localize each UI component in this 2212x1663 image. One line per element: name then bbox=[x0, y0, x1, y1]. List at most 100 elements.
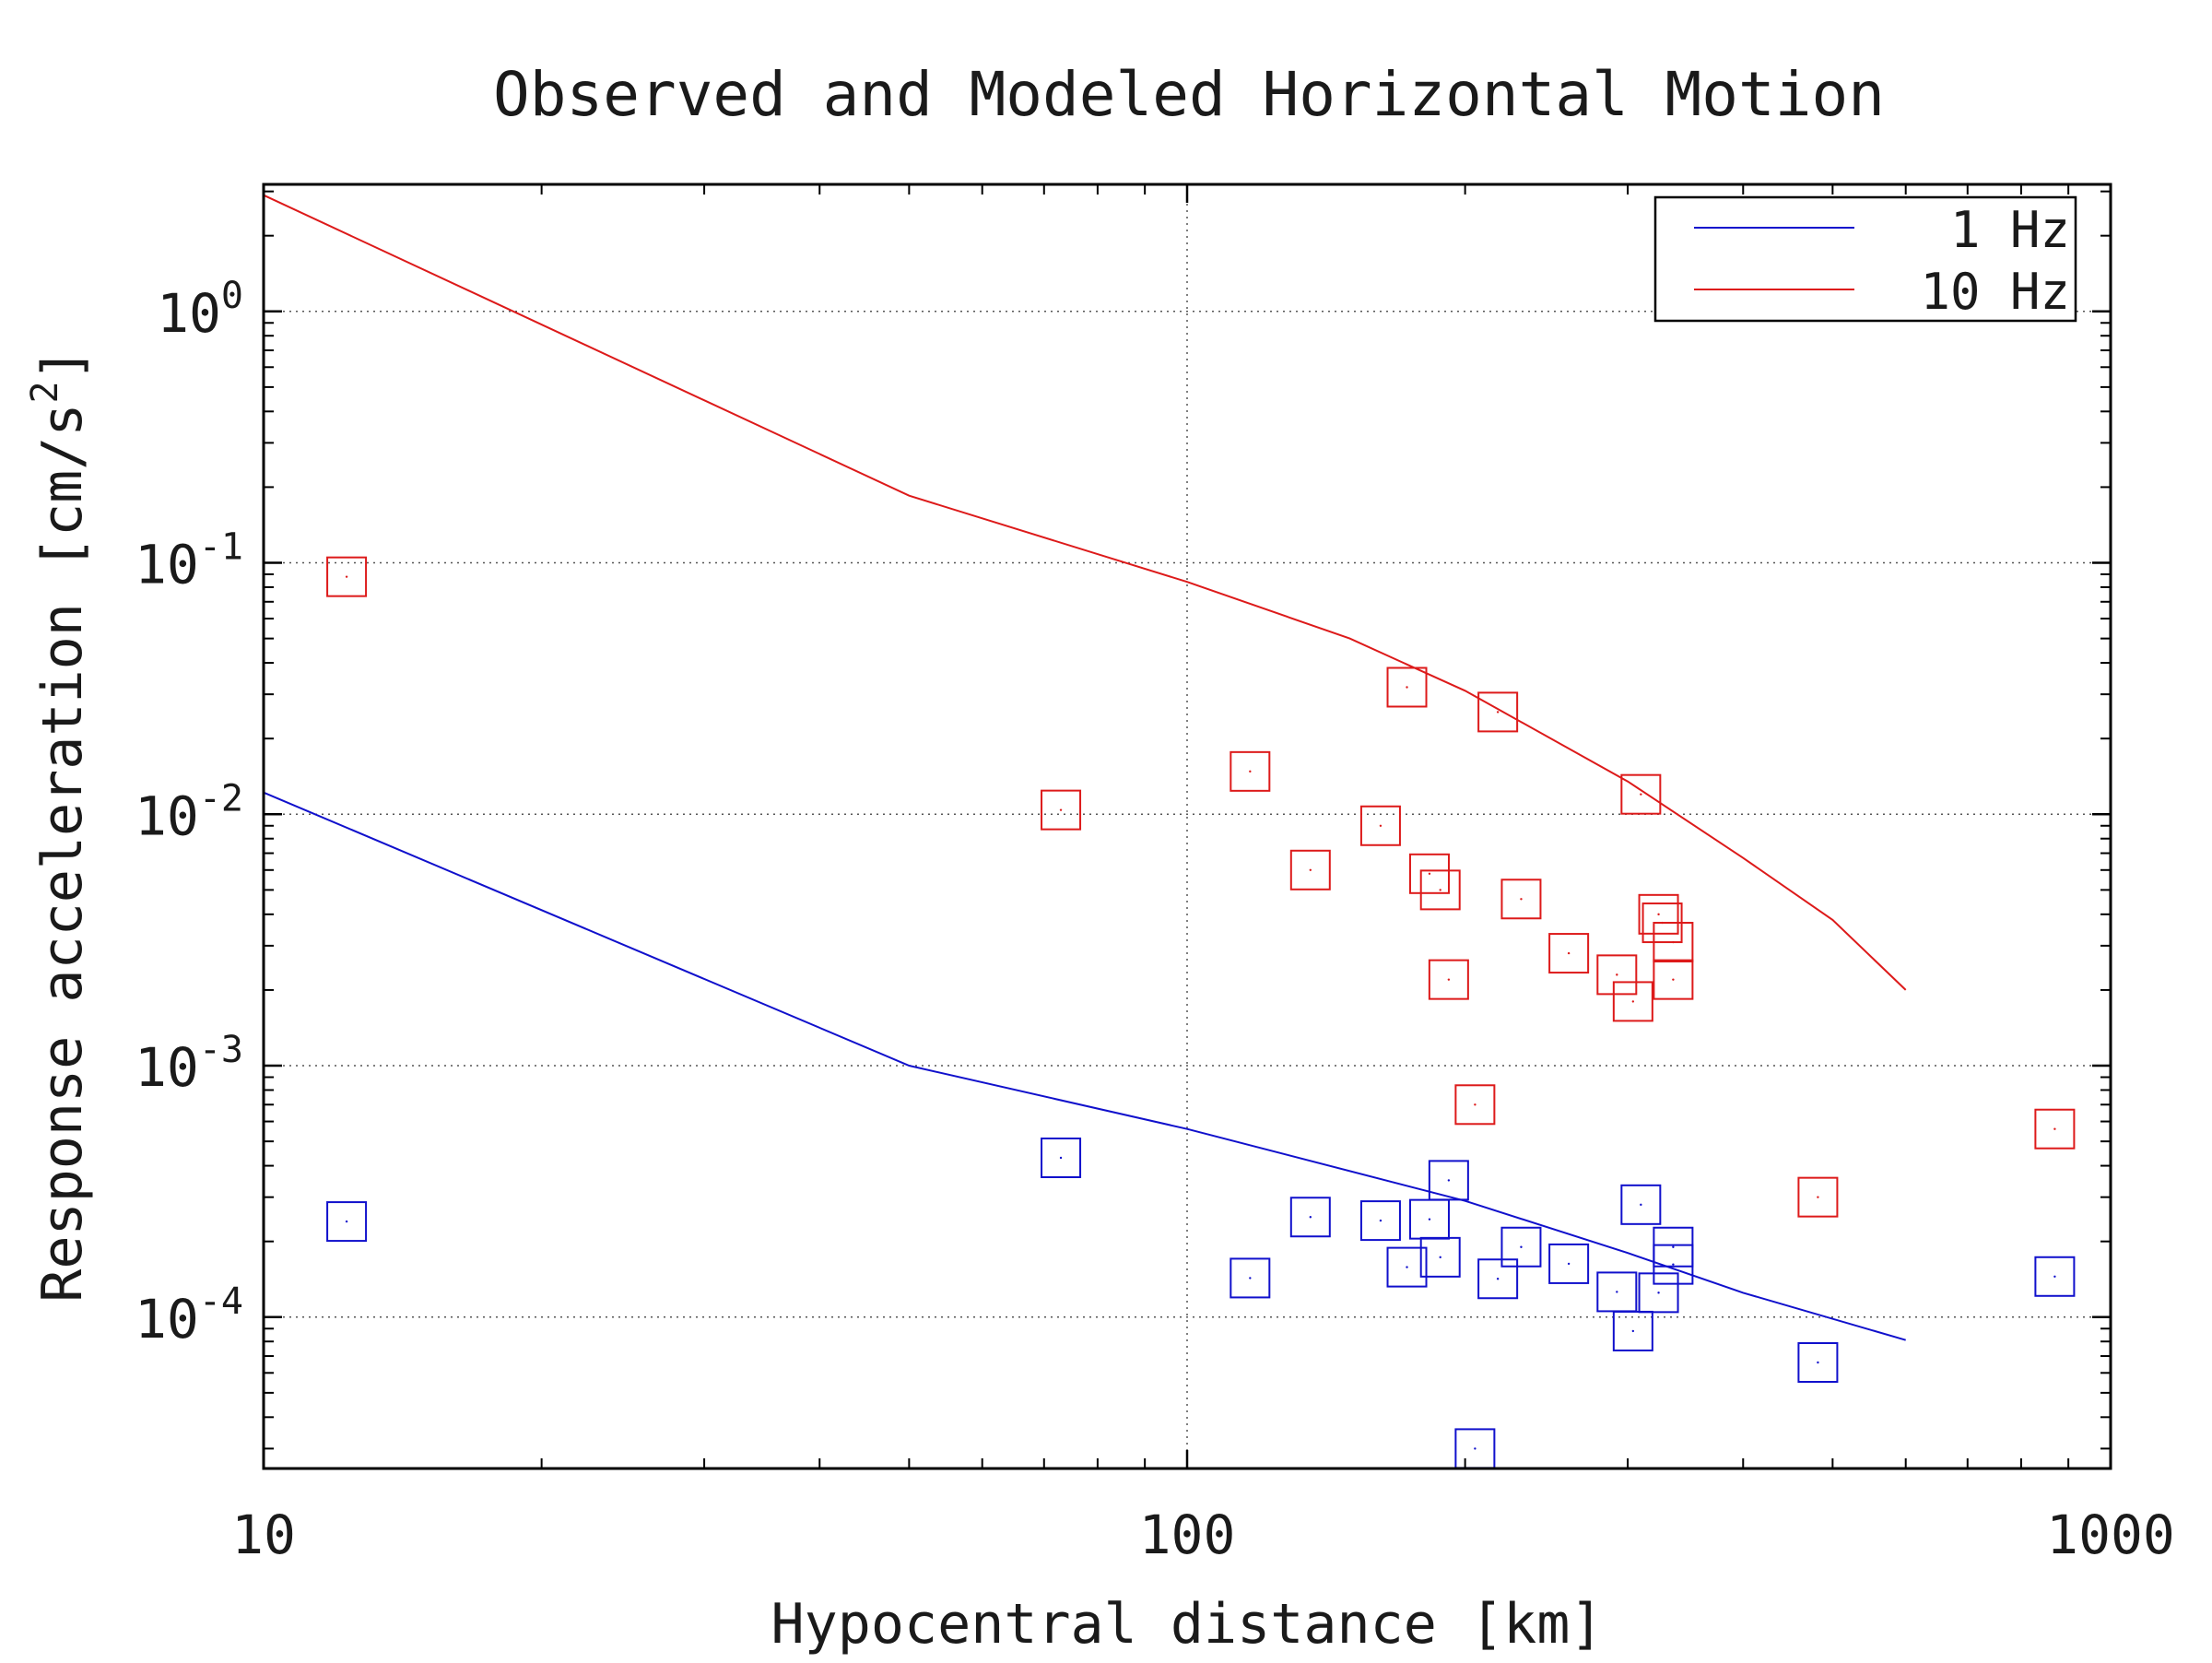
data-point-center-10hz bbox=[1059, 808, 1063, 811]
data-point-10hz bbox=[1428, 959, 1469, 1000]
data-point-center-1hz bbox=[1428, 1218, 1431, 1221]
y-axis-label-close: ] bbox=[30, 348, 95, 381]
data-point-10hz bbox=[1230, 750, 1271, 792]
y-tick-base: 10 bbox=[135, 534, 199, 596]
data-point-center-10hz bbox=[1428, 872, 1431, 876]
y-tick-label: 10-4 bbox=[135, 1280, 243, 1350]
y-tick-label: 100 bbox=[157, 275, 243, 345]
legend-label-1hz: 1 Hz bbox=[1950, 201, 2070, 259]
data-point-center-1hz bbox=[1059, 1156, 1063, 1160]
legend-box bbox=[1653, 195, 2077, 323]
data-point-center-1hz bbox=[1616, 1291, 1618, 1293]
y-tick-exponent: -2 bbox=[199, 777, 243, 820]
y-tick-base: 10 bbox=[135, 784, 199, 847]
data-point-1hz bbox=[1500, 1226, 1542, 1268]
data-point-1hz bbox=[1653, 1244, 1694, 1285]
data-point-center-10hz bbox=[1520, 898, 1523, 901]
y-axis-label-sup: 2 bbox=[24, 381, 66, 403]
data-point-1hz bbox=[1428, 1160, 1469, 1201]
data-point-1hz bbox=[1041, 1138, 1082, 1179]
data-point-center-1hz bbox=[1640, 1203, 1642, 1207]
y-tick-exponent: -4 bbox=[199, 1280, 243, 1323]
data-point-10hz bbox=[1454, 1084, 1496, 1126]
data-point-1hz bbox=[1548, 1243, 1590, 1284]
legend: 1 Hz 10 Hz bbox=[1653, 195, 2077, 323]
data-point-1hz bbox=[1230, 1257, 1271, 1299]
data-point-center-1hz bbox=[1496, 1278, 1500, 1280]
x-axis-label: Hypocentral distance [km] bbox=[771, 1592, 1603, 1657]
data-point-10hz bbox=[1359, 805, 1401, 846]
x-tick-label: 100 bbox=[1139, 1504, 1236, 1566]
data-point-10hz bbox=[1797, 1176, 1839, 1218]
data-point-10hz bbox=[1500, 879, 1542, 920]
data-point-center-1hz bbox=[1631, 1329, 1635, 1333]
data-point-10hz bbox=[1620, 773, 1662, 815]
data-point-center-10hz bbox=[1496, 711, 1500, 714]
chart-title: Observed and Modeled Horizontal Motion bbox=[493, 59, 1885, 130]
data-point-1hz bbox=[1620, 1184, 1662, 1225]
data-point-10hz bbox=[1408, 853, 1450, 894]
model-line-10hz bbox=[263, 194, 1907, 991]
legend-label-10hz: 10 Hz bbox=[1920, 263, 2070, 321]
x-tick-label: 1000 bbox=[2046, 1504, 2175, 1566]
data-point-1hz bbox=[1289, 1197, 1331, 1238]
data-point-10hz bbox=[1548, 933, 1590, 974]
y-tick-base: 10 bbox=[135, 1036, 199, 1099]
data-point-center-10hz bbox=[1249, 770, 1252, 773]
data-point-center-10hz bbox=[345, 575, 348, 578]
data-point-center-10hz bbox=[1447, 978, 1451, 981]
y-axis-label-main: Response acceleration [cm/s bbox=[30, 403, 95, 1302]
data-point-center-1hz bbox=[1657, 1291, 1660, 1294]
data-point-1hz bbox=[2034, 1256, 2076, 1297]
data-point-10hz bbox=[2034, 1108, 2076, 1150]
data-point-center-10hz bbox=[1406, 686, 1408, 689]
y-tick-label: 10-1 bbox=[135, 526, 243, 596]
data-point-center-10hz bbox=[2053, 1127, 2056, 1130]
data-point-center-10hz bbox=[1640, 793, 1642, 796]
data-point-center-10hz bbox=[1672, 940, 1675, 944]
data-point-center-1hz bbox=[345, 1220, 348, 1223]
data-point-10hz bbox=[326, 556, 368, 597]
data-point-center-10hz bbox=[1657, 913, 1660, 916]
data-point-10hz bbox=[1638, 893, 1679, 935]
y-tick-exponent: -3 bbox=[199, 1029, 243, 1071]
data-point-1hz bbox=[1386, 1246, 1428, 1288]
data-point-center-10hz bbox=[1616, 973, 1618, 976]
grid-lines bbox=[264, 184, 2111, 1468]
data-point-1hz bbox=[1612, 1310, 1653, 1351]
data-point-center-1hz bbox=[1817, 1361, 1819, 1364]
y-axis-label: Response acceleration [cm/s2] bbox=[24, 348, 95, 1303]
data-point-center-10hz bbox=[1379, 824, 1382, 827]
data-point-1hz bbox=[326, 1201, 368, 1243]
data-point-center-1hz bbox=[1379, 1219, 1382, 1222]
data-point-center-10hz bbox=[1439, 889, 1441, 891]
data-point-center-1hz bbox=[1567, 1262, 1571, 1266]
data-point-center-1hz bbox=[1520, 1245, 1523, 1248]
data-point-center-1hz bbox=[1439, 1256, 1441, 1259]
data-point-center-1hz bbox=[1249, 1277, 1252, 1280]
data-point-1hz bbox=[1359, 1200, 1401, 1242]
data-point-1hz bbox=[1797, 1342, 1839, 1384]
data-point-1hz bbox=[1638, 1272, 1679, 1314]
data-point-center-10hz bbox=[1474, 1103, 1477, 1106]
series-layer bbox=[263, 194, 2076, 1469]
data-point-center-10hz bbox=[1672, 978, 1675, 981]
data-point-center-1hz bbox=[1406, 1266, 1408, 1268]
data-point-10hz bbox=[1477, 691, 1519, 733]
model-line-1hz bbox=[263, 791, 1906, 1341]
y-tick-label: 10-2 bbox=[135, 777, 243, 847]
data-point-10hz bbox=[1596, 954, 1638, 996]
y-tick-exponent: -1 bbox=[199, 526, 243, 569]
data-point-1hz bbox=[1477, 1258, 1519, 1300]
data-point-10hz bbox=[1289, 849, 1331, 890]
y-tick-base: 10 bbox=[135, 1288, 199, 1350]
data-point-center-1hz bbox=[1474, 1447, 1477, 1450]
data-point-10hz bbox=[1041, 789, 1082, 831]
data-point-10hz bbox=[1419, 869, 1461, 911]
y-tick-label: 10-3 bbox=[135, 1029, 243, 1099]
data-point-center-10hz bbox=[1567, 951, 1571, 955]
data-point-10hz bbox=[1612, 981, 1653, 1022]
